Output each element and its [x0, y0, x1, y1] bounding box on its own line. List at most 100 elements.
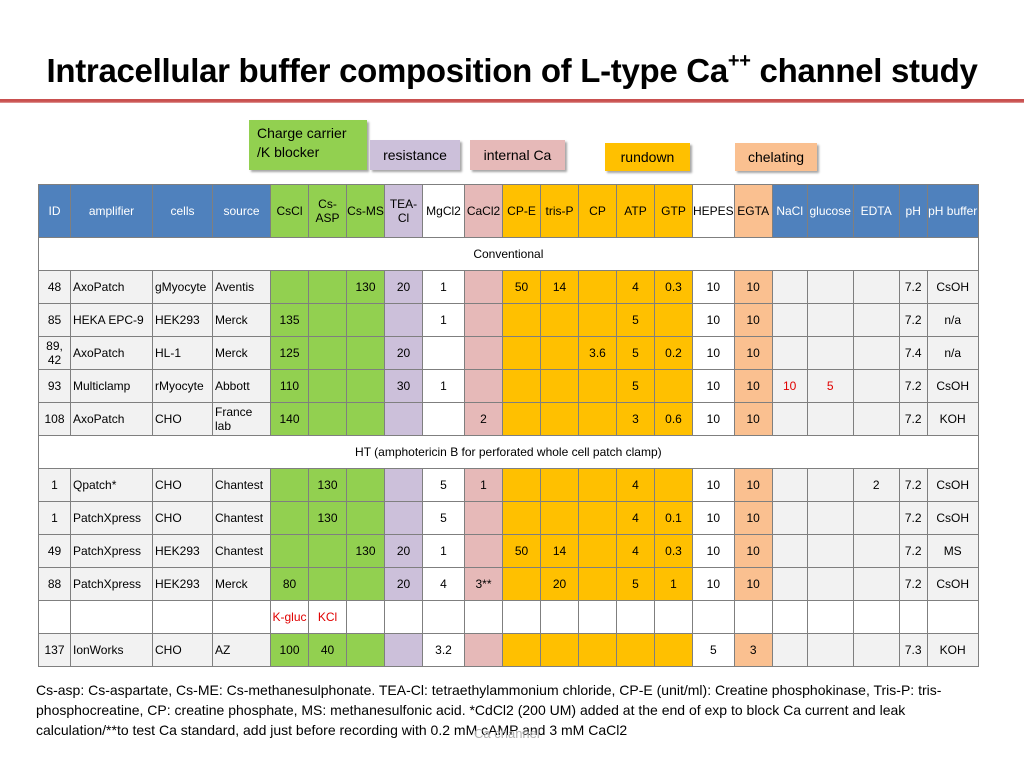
- slide-title-tail: channel study: [750, 52, 978, 89]
- table-cell: 10: [692, 501, 735, 535]
- table-cell: [346, 600, 385, 634]
- table-cell: PatchXpress: [70, 534, 153, 568]
- table-cell: [464, 600, 503, 634]
- table-cell: [806, 336, 854, 370]
- table-cell: 7.4: [898, 336, 928, 370]
- table-cell: [654, 633, 693, 667]
- table-cell: 137: [38, 633, 71, 667]
- table-cell: [852, 402, 900, 436]
- table-cell: 130: [346, 534, 385, 568]
- table-row: 1 Qpatch* CHO Chantest 130 5 1 4 10 10 2 7.2 CsOH: [38, 468, 979, 502]
- table-cell: Merck: [212, 567, 271, 601]
- table-row: 93 Multiclamp rMyocyte Abbott 110 30 1 5 10 10 10 5…: [38, 369, 979, 403]
- table-cell: [384, 468, 423, 502]
- table-cell: [38, 600, 71, 634]
- header-cell: pH: [898, 184, 928, 238]
- table-cell: [540, 369, 579, 403]
- table-cell: [806, 600, 854, 634]
- table-cell: [308, 336, 347, 370]
- table-cell: CsOH: [926, 567, 979, 601]
- header-cell: CaCl2: [464, 184, 503, 238]
- header-cell: CsCl: [270, 184, 309, 238]
- table-cell: K-gluc: [270, 600, 309, 634]
- table-cell: [346, 402, 385, 436]
- table-cell: 7.2: [898, 303, 928, 337]
- table-cell: [654, 468, 693, 502]
- table-cell: [384, 600, 423, 634]
- table-cell: 4: [616, 501, 655, 535]
- table-cell: [540, 336, 579, 370]
- table-cell: [654, 600, 693, 634]
- table-cell: 5: [616, 336, 655, 370]
- table-cell: 5: [422, 501, 465, 535]
- section-row: HT (amphotericin B for perforated whole …: [38, 435, 979, 469]
- table-cell: [578, 633, 617, 667]
- table-cell: [578, 402, 617, 436]
- section-label: HT (amphotericin B for perforated whole …: [38, 435, 979, 469]
- table-cell: [502, 567, 541, 601]
- table-cell: [540, 600, 579, 634]
- table-cell: 49: [38, 534, 71, 568]
- table-cell: 14: [540, 534, 579, 568]
- header-cell: Cs-MS: [346, 184, 385, 238]
- table-row: 1 PatchXpress CHO Chantest 130 5 4 0.1 10 10 7.2 Cs…: [38, 501, 979, 535]
- table-cell: 108: [38, 402, 71, 436]
- table-cell: [852, 633, 900, 667]
- table-cell: 10: [692, 402, 735, 436]
- header-cell: cells: [152, 184, 213, 238]
- table-cell: n/a: [926, 336, 979, 370]
- table-cell: [502, 633, 541, 667]
- table-row: 49 PatchXpress HEK293 Chantest 130 20 1 50 14 4 0.…: [38, 534, 979, 568]
- table-cell: 2: [464, 402, 503, 436]
- slide-title: Intracellular buffer composition of L-ty…: [0, 50, 1024, 90]
- slide-title-main: Intracellular buffer composition of L-ty…: [46, 52, 728, 89]
- table-cell: 10: [692, 336, 735, 370]
- table-cell: [502, 501, 541, 535]
- table-cell: [346, 303, 385, 337]
- table-row: 48 AxoPatch gMyocyte Aventis 130 20 1 50 14 4 0.3 1…: [38, 270, 979, 304]
- table-cell: [308, 303, 347, 337]
- table-cell: 10: [733, 534, 773, 568]
- table-cell: 10: [692, 468, 735, 502]
- table-cell: [502, 336, 541, 370]
- table-cell: 20: [540, 567, 579, 601]
- table-cell: 50: [502, 270, 541, 304]
- table-cell: Merck: [212, 336, 271, 370]
- table-cell: [578, 600, 617, 634]
- legend-charge-carrier: Charge carrier /K blocker: [249, 120, 367, 170]
- table-cell: [771, 534, 808, 568]
- table-cell: 85: [38, 303, 71, 337]
- table-cell: 14: [540, 270, 579, 304]
- table-cell: 1: [422, 270, 465, 304]
- table-cell: 100: [270, 633, 309, 667]
- table-cell: 7.2: [898, 270, 928, 304]
- table-cell: CHO: [152, 633, 213, 667]
- table-cell: MS: [926, 534, 979, 568]
- table-cell: [926, 600, 979, 634]
- table-cell: 10: [733, 270, 773, 304]
- table-cell: 1: [38, 468, 71, 502]
- table-cell: [852, 369, 900, 403]
- table-cell: Abbott: [212, 369, 271, 403]
- table-cell: [692, 600, 735, 634]
- table-cell: [346, 567, 385, 601]
- table-cell: HL-1: [152, 336, 213, 370]
- header-cell: ID: [38, 184, 71, 238]
- table-cell: 1: [422, 369, 465, 403]
- slide-footer: Ca channel: [474, 726, 540, 741]
- table-cell: CsOH: [926, 270, 979, 304]
- table-cell: 10: [733, 336, 773, 370]
- table-cell: Merck: [212, 303, 271, 337]
- table-cell: 10: [692, 534, 735, 568]
- table-cell: 4: [616, 534, 655, 568]
- table-cell: [616, 600, 655, 634]
- table-cell: 30: [384, 369, 423, 403]
- table-cell: [384, 633, 423, 667]
- table-cell: 0.3: [654, 270, 693, 304]
- table-cell: PatchXpress: [70, 567, 153, 601]
- table-cell: [464, 369, 503, 403]
- table-cell: 0.1: [654, 501, 693, 535]
- table-cell: 50: [502, 534, 541, 568]
- table-cell: 10: [692, 270, 735, 304]
- table-cell: [422, 336, 465, 370]
